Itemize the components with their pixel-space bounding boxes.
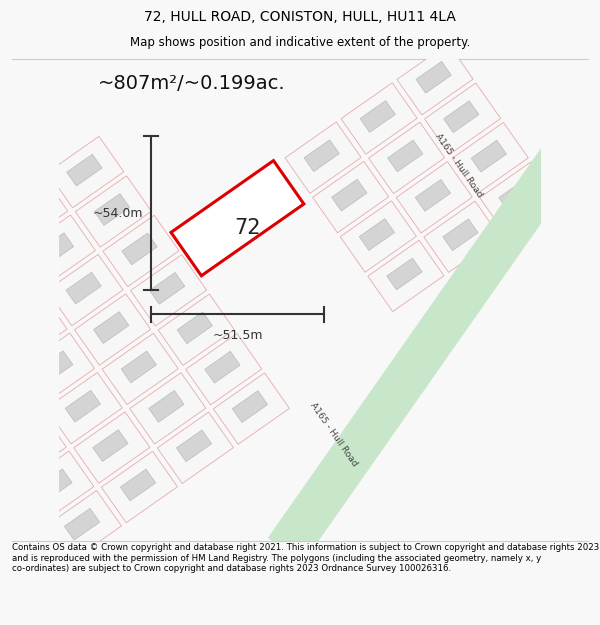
Polygon shape <box>93 430 128 461</box>
Polygon shape <box>0 176 68 247</box>
Polygon shape <box>10 311 45 343</box>
Polygon shape <box>341 82 417 154</box>
Polygon shape <box>37 469 72 501</box>
Polygon shape <box>46 491 121 562</box>
Polygon shape <box>425 83 500 154</box>
Polygon shape <box>76 176 151 247</box>
Polygon shape <box>47 254 123 326</box>
Polygon shape <box>359 219 395 251</box>
Polygon shape <box>387 258 422 290</box>
Text: ~807m²/~0.199ac.: ~807m²/~0.199ac. <box>98 74 286 93</box>
Polygon shape <box>0 254 40 326</box>
Polygon shape <box>0 333 11 404</box>
Polygon shape <box>11 193 46 225</box>
Polygon shape <box>332 179 367 211</box>
Polygon shape <box>103 215 179 287</box>
Polygon shape <box>232 391 268 422</box>
Polygon shape <box>65 390 100 422</box>
Polygon shape <box>285 122 361 193</box>
Polygon shape <box>268 71 600 562</box>
Text: Map shows position and indicative extent of the property.: Map shows position and indicative extent… <box>130 36 470 49</box>
Polygon shape <box>0 372 38 444</box>
Polygon shape <box>171 161 304 276</box>
Text: ~54.0m: ~54.0m <box>93 207 143 220</box>
Text: A165 - Hull Road: A165 - Hull Road <box>308 401 359 468</box>
Polygon shape <box>214 373 289 444</box>
Polygon shape <box>67 154 102 186</box>
Polygon shape <box>304 140 340 172</box>
Polygon shape <box>176 430 212 462</box>
Polygon shape <box>396 162 472 233</box>
Polygon shape <box>0 412 66 483</box>
Polygon shape <box>0 215 12 286</box>
Polygon shape <box>313 161 389 232</box>
Polygon shape <box>157 412 233 484</box>
Polygon shape <box>149 272 185 304</box>
Polygon shape <box>102 333 178 404</box>
Polygon shape <box>149 391 184 422</box>
Polygon shape <box>388 140 423 172</box>
Polygon shape <box>0 294 67 365</box>
Polygon shape <box>48 136 124 208</box>
Polygon shape <box>122 233 157 265</box>
Polygon shape <box>38 351 73 382</box>
Polygon shape <box>9 429 44 461</box>
Polygon shape <box>38 233 74 264</box>
Polygon shape <box>74 294 151 365</box>
Polygon shape <box>177 312 212 344</box>
Text: 72, HULL ROAD, CONISTON, HULL, HU11 4LA: 72, HULL ROAD, CONISTON, HULL, HU11 4LA <box>144 9 456 24</box>
Polygon shape <box>368 122 445 194</box>
Text: A165 - Hull Road: A165 - Hull Road <box>433 132 484 199</box>
Polygon shape <box>0 390 17 422</box>
Polygon shape <box>471 140 506 172</box>
Polygon shape <box>18 451 94 522</box>
Polygon shape <box>368 240 444 312</box>
Text: ~51.5m: ~51.5m <box>212 329 263 342</box>
Polygon shape <box>121 351 157 383</box>
Polygon shape <box>66 272 101 304</box>
Polygon shape <box>360 101 395 132</box>
Polygon shape <box>340 201 416 272</box>
Polygon shape <box>130 372 206 444</box>
Polygon shape <box>121 469 155 501</box>
Polygon shape <box>443 101 479 132</box>
Polygon shape <box>424 201 500 272</box>
Polygon shape <box>19 333 95 404</box>
Polygon shape <box>46 372 122 444</box>
Polygon shape <box>452 122 528 194</box>
Polygon shape <box>0 272 17 304</box>
Polygon shape <box>19 215 95 286</box>
Polygon shape <box>64 508 100 540</box>
Polygon shape <box>480 162 556 233</box>
Polygon shape <box>74 412 150 483</box>
Polygon shape <box>499 180 534 211</box>
Polygon shape <box>415 179 451 211</box>
Text: Contains OS data © Crown copyright and database right 2021. This information is : Contains OS data © Crown copyright and d… <box>12 543 599 573</box>
Polygon shape <box>158 294 234 366</box>
Polygon shape <box>205 351 240 383</box>
Polygon shape <box>186 334 262 405</box>
Polygon shape <box>94 194 130 226</box>
Polygon shape <box>94 312 129 343</box>
Polygon shape <box>416 61 451 93</box>
Polygon shape <box>131 254 206 326</box>
Polygon shape <box>397 44 473 115</box>
Text: 72: 72 <box>234 217 260 238</box>
Polygon shape <box>101 451 178 522</box>
Polygon shape <box>443 219 478 251</box>
